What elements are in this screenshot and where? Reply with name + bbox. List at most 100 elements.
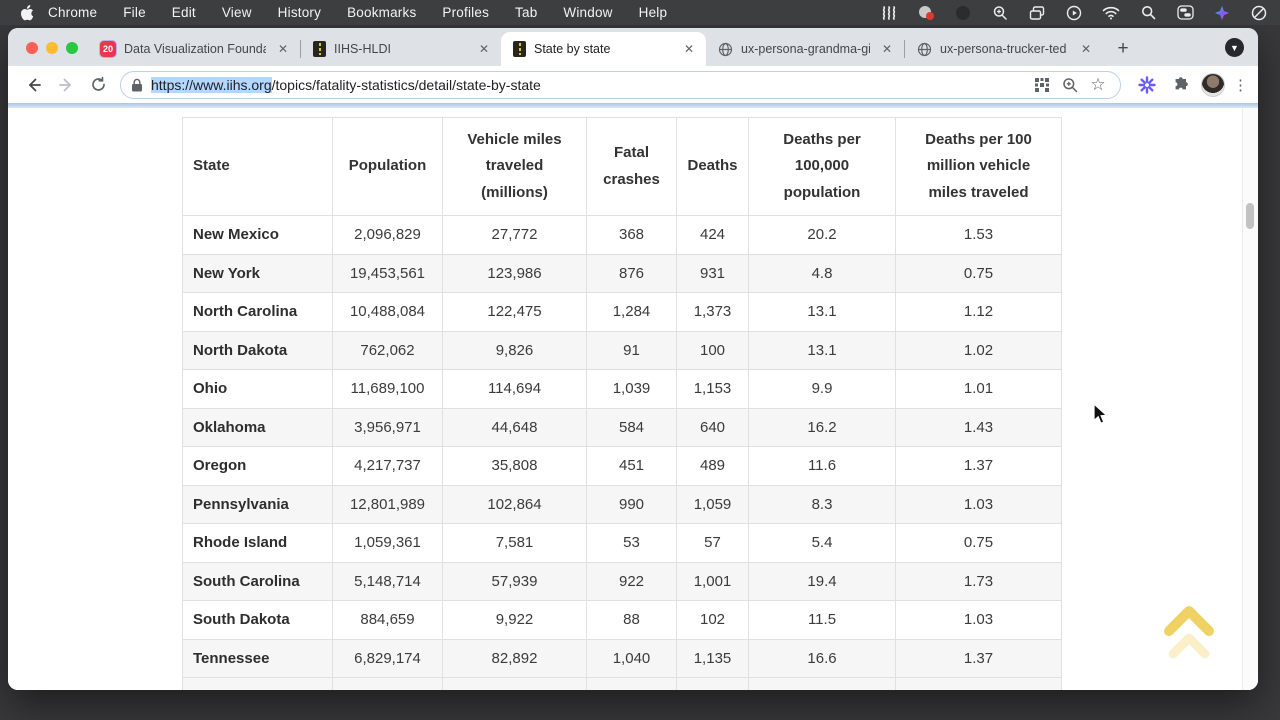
lock-icon[interactable] (131, 78, 143, 92)
fatal-crashes-cell: 451 (586, 446, 677, 486)
close-window-button[interactable] (26, 42, 38, 54)
browser-menu-icon[interactable]: ⋮ (1233, 76, 1248, 94)
state-cell: Tennessee (182, 638, 333, 678)
menu-item[interactable]: Chrome (48, 5, 98, 20)
zoom-tool-icon[interactable] (991, 4, 1009, 22)
menu-item[interactable]: Edit (171, 5, 196, 20)
vmt-cell: 102,864 (442, 484, 587, 524)
fatal-crashes-cell: 1,284 (586, 292, 677, 332)
screenshot-media-icon[interactable] (1030, 73, 1054, 97)
menu-item[interactable]: Profiles (442, 5, 490, 20)
address-bar[interactable]: https://www.iihs.org/topics/fatality-sta… (120, 70, 1121, 99)
dimmed-app-icon[interactable] (954, 4, 972, 22)
control-center-icon[interactable] (1176, 4, 1194, 22)
deaths-per-100m-vmt-cell: 0.75 (895, 253, 1062, 293)
wavy-lines-icon[interactable] (880, 4, 898, 22)
vmt-cell: 35,808 (442, 446, 587, 486)
deaths-per-100m-vmt-cell: 1.02 (895, 330, 1062, 370)
back-to-top-button[interactable] (1160, 597, 1218, 667)
tab-title: IIHS-HLDI (334, 42, 391, 56)
minimize-window-button[interactable] (46, 42, 58, 54)
tab-close-icon[interactable]: ✕ (478, 42, 489, 56)
deaths-cell: 102 (676, 600, 749, 640)
deaths-cell: 489 (676, 446, 749, 486)
url-text[interactable]: https://www.iihs.org/topics/fatality-sta… (151, 76, 1026, 93)
zoom-page-icon[interactable] (1058, 73, 1082, 97)
table-row: Oklahoma 3,956,971 44,648 584 640 16.2 1… (182, 407, 1062, 447)
zoom-window-button[interactable] (66, 42, 78, 54)
back-button[interactable] (21, 72, 47, 98)
tab-strip: 20 Data Visualization Founda ✕ IIHS-HLDI… (8, 28, 1258, 66)
state-cell: South Carolina (182, 561, 333, 601)
extensions-puzzle-icon[interactable] (1165, 71, 1193, 99)
population-cell: 1,059,361 (332, 523, 443, 563)
population-cell: 10,488,084 (332, 292, 443, 332)
tab-title: State by state (534, 42, 611, 56)
iihs-road-favicon (313, 41, 326, 57)
tab-state-by-state-active[interactable]: State by state ✕ (501, 32, 706, 66)
iihs-road-favicon (513, 41, 526, 57)
menu-item[interactable]: History (277, 5, 322, 20)
deaths-per-100m-vmt-cell: 1.53 (895, 215, 1062, 255)
vmt-cell: 114,694 (442, 369, 587, 409)
table-row: New York 19,453,561 123,986 876 931 4.8 … (182, 253, 1062, 293)
deaths-cell: 57 (676, 523, 749, 563)
table-row: New Mexico 2,096,829 27,772 368 424 20.2… (182, 215, 1062, 255)
column-header-deaths: Deaths (676, 117, 749, 216)
fatal-crashes-cell: 584 (586, 407, 677, 447)
fatal-crashes-cell: 922 (586, 561, 677, 601)
menu-item[interactable]: Window (563, 5, 613, 20)
population-cell: 11,689,100 (332, 369, 443, 409)
macos-menubar: Chrome File Edit View History Bookmarks Profil… (0, 0, 1280, 25)
globe-favicon (718, 42, 733, 57)
forward-button[interactable] (53, 72, 79, 98)
menu-item[interactable]: View (221, 5, 252, 20)
table-row: Rhode Island 1,059,361 7,581 53 57 5.4 0… (182, 523, 1062, 563)
menu-item[interactable]: Help (638, 5, 668, 20)
vmt-cell: 123,986 (442, 253, 587, 293)
scrollbar-track[interactable] (1242, 108, 1258, 690)
wifi-icon[interactable] (1102, 4, 1120, 22)
bookmark-star-icon[interactable]: ☆ (1090, 74, 1106, 94)
deaths-cell: 100 (676, 330, 749, 370)
screen-mirroring-icon[interactable] (1065, 4, 1083, 22)
creative-app-icon[interactable] (1213, 4, 1231, 22)
deaths-cell: 1,153 (676, 369, 749, 409)
reload-button[interactable] (85, 72, 111, 98)
tab-data-visualization[interactable]: 20 Data Visualization Founda ✕ (88, 32, 300, 66)
url-path-text: /topics/fatality-statistics/detail/state… (271, 76, 541, 93)
deaths-per-100k-cell: 13.1 (748, 292, 896, 332)
table-row: North Carolina 10,488,084 122,475 1,284 … (182, 292, 1062, 332)
menu-item[interactable]: File (123, 5, 146, 20)
extension-starburst-icon[interactable] (1133, 71, 1161, 99)
windows-stack-icon[interactable] (1028, 4, 1046, 22)
page-content: State Population Vehicle miles traveled … (8, 103, 1258, 690)
tab-iihs-hldi[interactable]: IIHS-HLDI ✕ (301, 32, 501, 66)
tab-ux-persona-grandma[interactable]: ux-persona-grandma-gin ✕ (706, 32, 904, 66)
fatal-crashes-cell: 1,040 (586, 638, 677, 678)
profile-avatar[interactable] (1201, 72, 1225, 97)
menubar-status-icons (880, 4, 1268, 22)
tab-ux-persona-trucker[interactable]: ux-persona-trucker-ted ✕ (905, 32, 1103, 66)
deaths-per-100m-vmt-cell: 1.43 (895, 407, 1062, 447)
focus-mode-icon[interactable] (1250, 4, 1268, 22)
apple-menu-icon[interactable] (12, 4, 42, 21)
new-tab-button[interactable]: + (1117, 38, 1129, 59)
tab-close-icon[interactable]: ✕ (277, 42, 288, 56)
spotlight-search-icon[interactable] (1139, 4, 1157, 22)
population-cell: 5,148,714 (332, 561, 443, 601)
scrollbar-thumb[interactable] (1246, 203, 1254, 229)
tab-close-icon[interactable]: ✕ (881, 42, 892, 56)
screen-record-icon[interactable] (917, 4, 935, 22)
menu-item[interactable]: Tab (515, 5, 538, 20)
deaths-per-100k-cell: 13.1 (748, 330, 896, 370)
tab-close-icon[interactable]: ✕ (683, 42, 694, 56)
deaths-per-100m-vmt-cell: 1.73 (895, 561, 1062, 601)
column-header-deaths-per-100m-vmt: Deaths per 100 million vehicle miles tra… (895, 117, 1062, 216)
tab-search-menu-button[interactable]: ▼ (1225, 38, 1244, 57)
tab-close-icon[interactable]: ✕ (1080, 42, 1091, 56)
deaths-per-100m-vmt-cell: 1.37 (895, 446, 1062, 486)
deaths-per-100m-vmt-cell: 1.03 (895, 484, 1062, 524)
vmt-cell: 82,892 (442, 638, 587, 678)
menu-item[interactable]: Bookmarks (347, 5, 417, 20)
